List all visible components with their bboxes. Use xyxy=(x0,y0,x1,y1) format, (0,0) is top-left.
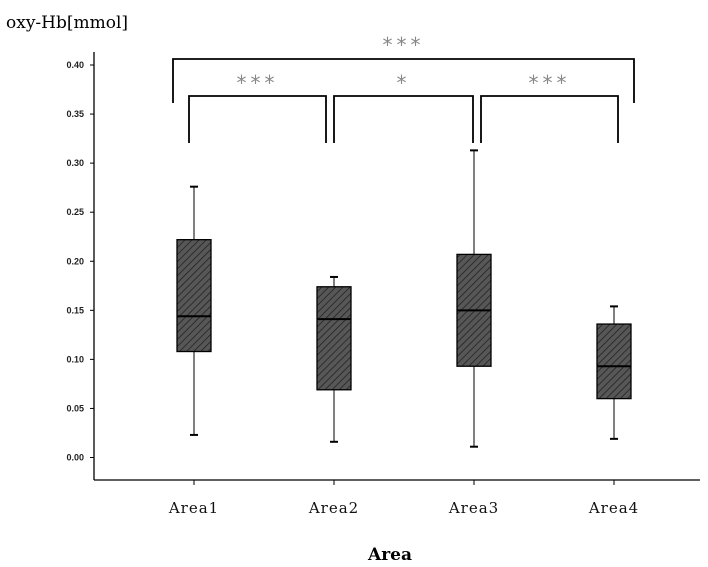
y-tick-label: 0.10 xyxy=(66,354,84,364)
y-tick-label: 0.40 xyxy=(66,60,84,70)
significance-label: * xyxy=(397,71,411,95)
bracket-line xyxy=(333,95,474,143)
significance-bracket: *** xyxy=(480,71,619,143)
x-axis-label: Area xyxy=(367,545,412,565)
box-area4 xyxy=(596,305,632,440)
significance-label: *** xyxy=(383,33,425,57)
y-tick-label: 0.35 xyxy=(66,109,84,119)
iqr-box xyxy=(176,239,212,353)
bracket-line xyxy=(188,95,327,143)
box-area3 xyxy=(456,149,492,448)
bracket-line xyxy=(172,58,635,103)
x-tick-label: Area1 xyxy=(168,499,219,517)
box-area2 xyxy=(316,275,352,443)
x-tick-label: Area3 xyxy=(448,499,499,517)
y-tick-label: 0.00 xyxy=(66,453,84,463)
significance-label: *** xyxy=(529,71,571,95)
y-tick-label: 0.15 xyxy=(66,305,84,315)
boxes-group xyxy=(176,149,632,448)
y-tick-label: 0.30 xyxy=(66,158,84,168)
significance-bracket: *** xyxy=(188,71,327,143)
y-tick-label: 0.25 xyxy=(66,207,84,217)
bracket-line xyxy=(480,95,619,143)
y-tick-label: 0.05 xyxy=(66,403,84,413)
significance-label: *** xyxy=(237,71,279,95)
y-axis-label: oxy-Hb[mmol] xyxy=(6,13,128,33)
x-tick-label: Area4 xyxy=(588,499,639,517)
iqr-box xyxy=(316,286,352,391)
significance-bracket: * xyxy=(333,71,474,143)
x-ticks-group: Area1 Area2 Area3 Area4 xyxy=(168,480,639,517)
y-tick-label: 0.20 xyxy=(66,256,84,266)
significance-bracket: *** xyxy=(172,33,635,103)
x-tick-label: Area2 xyxy=(308,499,359,517)
significance-group: ****** * *** xyxy=(172,33,635,143)
y-ticks-group: 0.00 0.05 0.10 0.15 0.20 0.25 0.30 0.35 0.40 xyxy=(66,60,94,463)
iqr-box xyxy=(596,323,632,400)
box-area1 xyxy=(176,185,212,436)
